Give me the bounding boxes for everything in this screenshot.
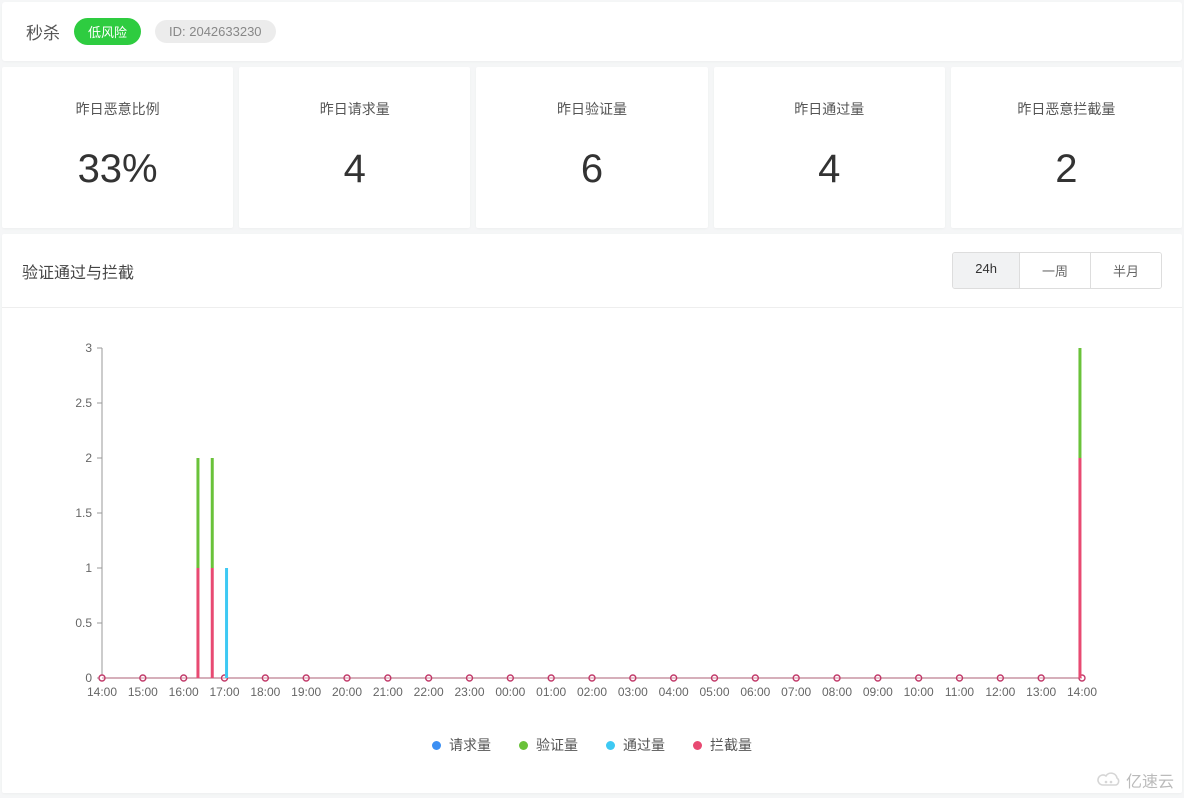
legend-item[interactable]: 通过量: [606, 735, 665, 755]
svg-text:21:00: 21:00: [373, 685, 403, 699]
svg-text:0: 0: [85, 671, 92, 685]
legend-item[interactable]: 验证量: [519, 735, 578, 755]
stat-label: 昨日通过量: [724, 99, 935, 119]
stat-label: 昨日请求量: [249, 99, 460, 119]
svg-text:08:00: 08:00: [822, 685, 852, 699]
range-button-group: 24h 一周 半月: [952, 252, 1162, 289]
svg-text:13:00: 13:00: [1026, 685, 1056, 699]
svg-text:10:00: 10:00: [904, 685, 934, 699]
stat-card: 昨日恶意比例 33%: [2, 67, 233, 228]
header-card: 秒杀 低风险 ID: 2042633230: [2, 2, 1182, 61]
svg-text:14:00: 14:00: [1067, 685, 1097, 699]
range-button-halfmonth[interactable]: 半月: [1090, 253, 1161, 288]
cloud-icon: [1096, 771, 1122, 789]
stat-value: 33%: [12, 147, 223, 192]
svg-text:2: 2: [85, 451, 92, 465]
svg-text:01:00: 01:00: [536, 685, 566, 699]
stats-row: 昨日恶意比例 33% 昨日请求量 4 昨日验证量 6 昨日通过量 4 昨日恶意拦…: [2, 67, 1182, 228]
svg-text:05:00: 05:00: [699, 685, 729, 699]
range-button-week[interactable]: 一周: [1019, 253, 1090, 288]
svg-text:03:00: 03:00: [618, 685, 648, 699]
svg-text:22:00: 22:00: [414, 685, 444, 699]
legend-item[interactable]: 请求量: [432, 735, 491, 755]
stat-value: 2: [961, 147, 1172, 192]
svg-text:17:00: 17:00: [209, 685, 239, 699]
legend-label: 拦截量: [710, 735, 752, 755]
stat-card: 昨日恶意拦截量 2: [951, 67, 1182, 228]
watermark-text: 亿速云: [1126, 768, 1174, 792]
legend-dot-icon: [693, 741, 702, 750]
svg-text:23:00: 23:00: [454, 685, 484, 699]
chart-body: 0 0.5 1 1.5 2 2.5 3 14:00 15:00 16:00 17:00 18:00 19…: [2, 308, 1182, 793]
svg-text:2.5: 2.5: [75, 396, 92, 410]
stat-value: 4: [249, 147, 460, 192]
chart-card: 验证通过与拦截 24h 一周 半月 0 0.5 1 1.5 2 2.5 3 14:00 15:0…: [2, 234, 1182, 793]
stat-card: 昨日验证量 6: [476, 67, 707, 228]
svg-text:11:00: 11:00: [945, 685, 974, 699]
range-button-24h[interactable]: 24h: [953, 253, 1019, 288]
svg-text:16:00: 16:00: [169, 685, 199, 699]
svg-text:18:00: 18:00: [250, 685, 280, 699]
svg-text:02:00: 02:00: [577, 685, 607, 699]
legend-label: 通过量: [623, 735, 665, 755]
svg-text:06:00: 06:00: [740, 685, 770, 699]
id-badge: ID: 2042633230: [155, 20, 276, 43]
stat-card: 昨日通过量 4: [714, 67, 945, 228]
svg-text:12:00: 12:00: [985, 685, 1015, 699]
legend-label: 验证量: [536, 735, 578, 755]
page-title: 秒杀: [26, 19, 60, 44]
stat-label: 昨日恶意拦截量: [961, 99, 1172, 119]
stat-value: 4: [724, 147, 935, 192]
legend-item[interactable]: 拦截量: [693, 735, 752, 755]
svg-text:07:00: 07:00: [781, 685, 811, 699]
line-chart: 0 0.5 1 1.5 2 2.5 3 14:00 15:00 16:00 17:00 18:00 19…: [22, 338, 1122, 718]
risk-badge: 低风险: [74, 18, 141, 45]
stat-label: 昨日恶意比例: [12, 99, 223, 119]
chart-header: 验证通过与拦截 24h 一周 半月: [2, 234, 1182, 308]
svg-text:00:00: 00:00: [495, 685, 525, 699]
legend-dot-icon: [606, 741, 615, 750]
chart-legend: 请求量 验证量 通过量 拦截量: [22, 723, 1162, 773]
chart-title: 验证通过与拦截: [22, 259, 134, 283]
legend-dot-icon: [519, 741, 528, 750]
svg-text:15:00: 15:00: [128, 685, 158, 699]
svg-text:0.5: 0.5: [75, 616, 92, 630]
svg-text:3: 3: [85, 341, 92, 355]
svg-text:14:00: 14:00: [87, 685, 117, 699]
svg-text:04:00: 04:00: [659, 685, 689, 699]
svg-text:09:00: 09:00: [863, 685, 893, 699]
watermark: 亿速云: [1096, 768, 1174, 792]
svg-text:19:00: 19:00: [291, 685, 321, 699]
stat-label: 昨日验证量: [486, 99, 697, 119]
svg-text:20:00: 20:00: [332, 685, 362, 699]
stat-value: 6: [486, 147, 697, 192]
svg-text:1.5: 1.5: [75, 506, 92, 520]
legend-dot-icon: [432, 741, 441, 750]
legend-label: 请求量: [449, 735, 491, 755]
stat-card: 昨日请求量 4: [239, 67, 470, 228]
svg-text:1: 1: [85, 561, 92, 575]
